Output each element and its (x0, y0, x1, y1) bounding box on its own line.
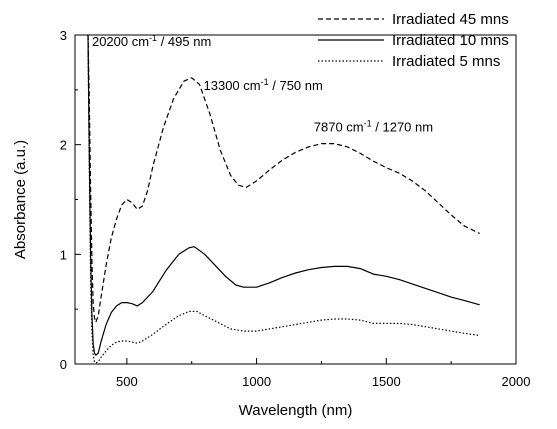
legend-label-1: Irradiated 45 mns (392, 11, 509, 28)
peak-annotation: 20200 cm-1 / 495 nm (92, 33, 211, 49)
legend-label-3: Irradiated 5 mns (392, 53, 500, 70)
peak-annotation: 13300 cm-1 / 750 nm (204, 77, 323, 93)
x-tick-label: 2000 (502, 374, 531, 389)
y-tick-label: 3 (60, 28, 67, 43)
y-tick-label: 0 (60, 357, 67, 372)
peak-annotation: 7870 cm-1 / 1270 nm (314, 119, 433, 135)
y-tick-label: 2 (60, 138, 67, 153)
series-line-1 (87, 34, 480, 323)
y-tick-label: 1 (60, 247, 67, 262)
x-axis-title: Wavelength (nm) (239, 402, 353, 419)
x-tick-label: 1500 (372, 374, 401, 389)
axis-ticks: 500 1000 1500 2000 0 1 2 3 (60, 28, 531, 389)
peak-annotations: 20200 cm-1 / 495 nm 13300 cm-1 / 750 nm 78… (92, 33, 433, 135)
legend-label-2: Irradiated 10 mns (392, 32, 509, 49)
series-line-2 (87, 34, 480, 356)
x-tick-label: 500 (116, 374, 138, 389)
y-axis-title: Absorbance (a.u.) (12, 140, 29, 259)
x-tick-label: 1000 (242, 374, 271, 389)
legend: Irradiated 45 mns Irradiated 10 mns Irradi… (318, 11, 509, 70)
series-layer (87, 34, 480, 364)
series-line-3 (87, 34, 480, 364)
